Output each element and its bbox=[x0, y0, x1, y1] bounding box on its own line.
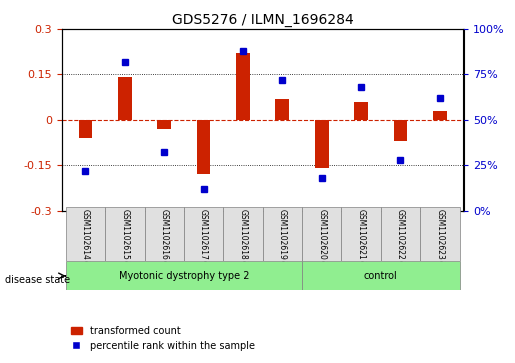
Text: GSM1102622: GSM1102622 bbox=[396, 209, 405, 260]
Bar bbox=[78, 120, 92, 138]
Text: GSM1102614: GSM1102614 bbox=[81, 209, 90, 260]
Text: GSM1102619: GSM1102619 bbox=[278, 209, 287, 260]
Text: GSM1102615: GSM1102615 bbox=[121, 213, 129, 273]
Bar bbox=[157, 120, 171, 129]
FancyBboxPatch shape bbox=[224, 207, 263, 261]
Text: GSM1102623: GSM1102623 bbox=[435, 209, 444, 260]
FancyBboxPatch shape bbox=[341, 207, 381, 261]
Text: GSM1102620: GSM1102620 bbox=[317, 209, 326, 260]
Text: disease state: disease state bbox=[5, 274, 70, 285]
FancyBboxPatch shape bbox=[420, 207, 459, 261]
Bar bbox=[393, 120, 407, 141]
FancyBboxPatch shape bbox=[145, 207, 184, 261]
Text: GSM1102616: GSM1102616 bbox=[160, 209, 169, 260]
Legend: transformed count, percentile rank within the sample: transformed count, percentile rank withi… bbox=[66, 322, 259, 355]
Text: GSM1102614: GSM1102614 bbox=[81, 213, 90, 273]
Bar bbox=[236, 53, 250, 120]
Text: GSM1102618: GSM1102618 bbox=[238, 213, 248, 273]
Text: GSM1102621: GSM1102621 bbox=[356, 213, 366, 273]
Text: Myotonic dystrophy type 2: Myotonic dystrophy type 2 bbox=[118, 271, 249, 281]
FancyBboxPatch shape bbox=[302, 261, 459, 290]
Bar bbox=[433, 111, 447, 120]
Bar bbox=[315, 120, 329, 168]
Text: GSM1102618: GSM1102618 bbox=[238, 209, 248, 260]
Text: control: control bbox=[364, 271, 398, 281]
Text: GSM1102617: GSM1102617 bbox=[199, 213, 208, 273]
Text: GSM1102619: GSM1102619 bbox=[278, 213, 287, 273]
FancyBboxPatch shape bbox=[184, 207, 224, 261]
FancyBboxPatch shape bbox=[263, 207, 302, 261]
FancyBboxPatch shape bbox=[381, 207, 420, 261]
FancyBboxPatch shape bbox=[302, 207, 341, 261]
FancyBboxPatch shape bbox=[66, 261, 302, 290]
Text: GSM1102623: GSM1102623 bbox=[435, 213, 444, 273]
Text: GSM1102620: GSM1102620 bbox=[317, 213, 326, 273]
Text: GSM1102616: GSM1102616 bbox=[160, 213, 169, 273]
Title: GDS5276 / ILMN_1696284: GDS5276 / ILMN_1696284 bbox=[172, 13, 353, 26]
Bar bbox=[197, 120, 211, 174]
Text: GSM1102615: GSM1102615 bbox=[121, 209, 129, 260]
Text: GSM1102621: GSM1102621 bbox=[356, 209, 366, 260]
Text: GSM1102622: GSM1102622 bbox=[396, 213, 405, 273]
Bar bbox=[276, 99, 289, 120]
FancyBboxPatch shape bbox=[66, 207, 105, 261]
Bar bbox=[118, 77, 132, 120]
Bar bbox=[354, 102, 368, 120]
Text: GSM1102617: GSM1102617 bbox=[199, 209, 208, 260]
FancyBboxPatch shape bbox=[105, 207, 145, 261]
